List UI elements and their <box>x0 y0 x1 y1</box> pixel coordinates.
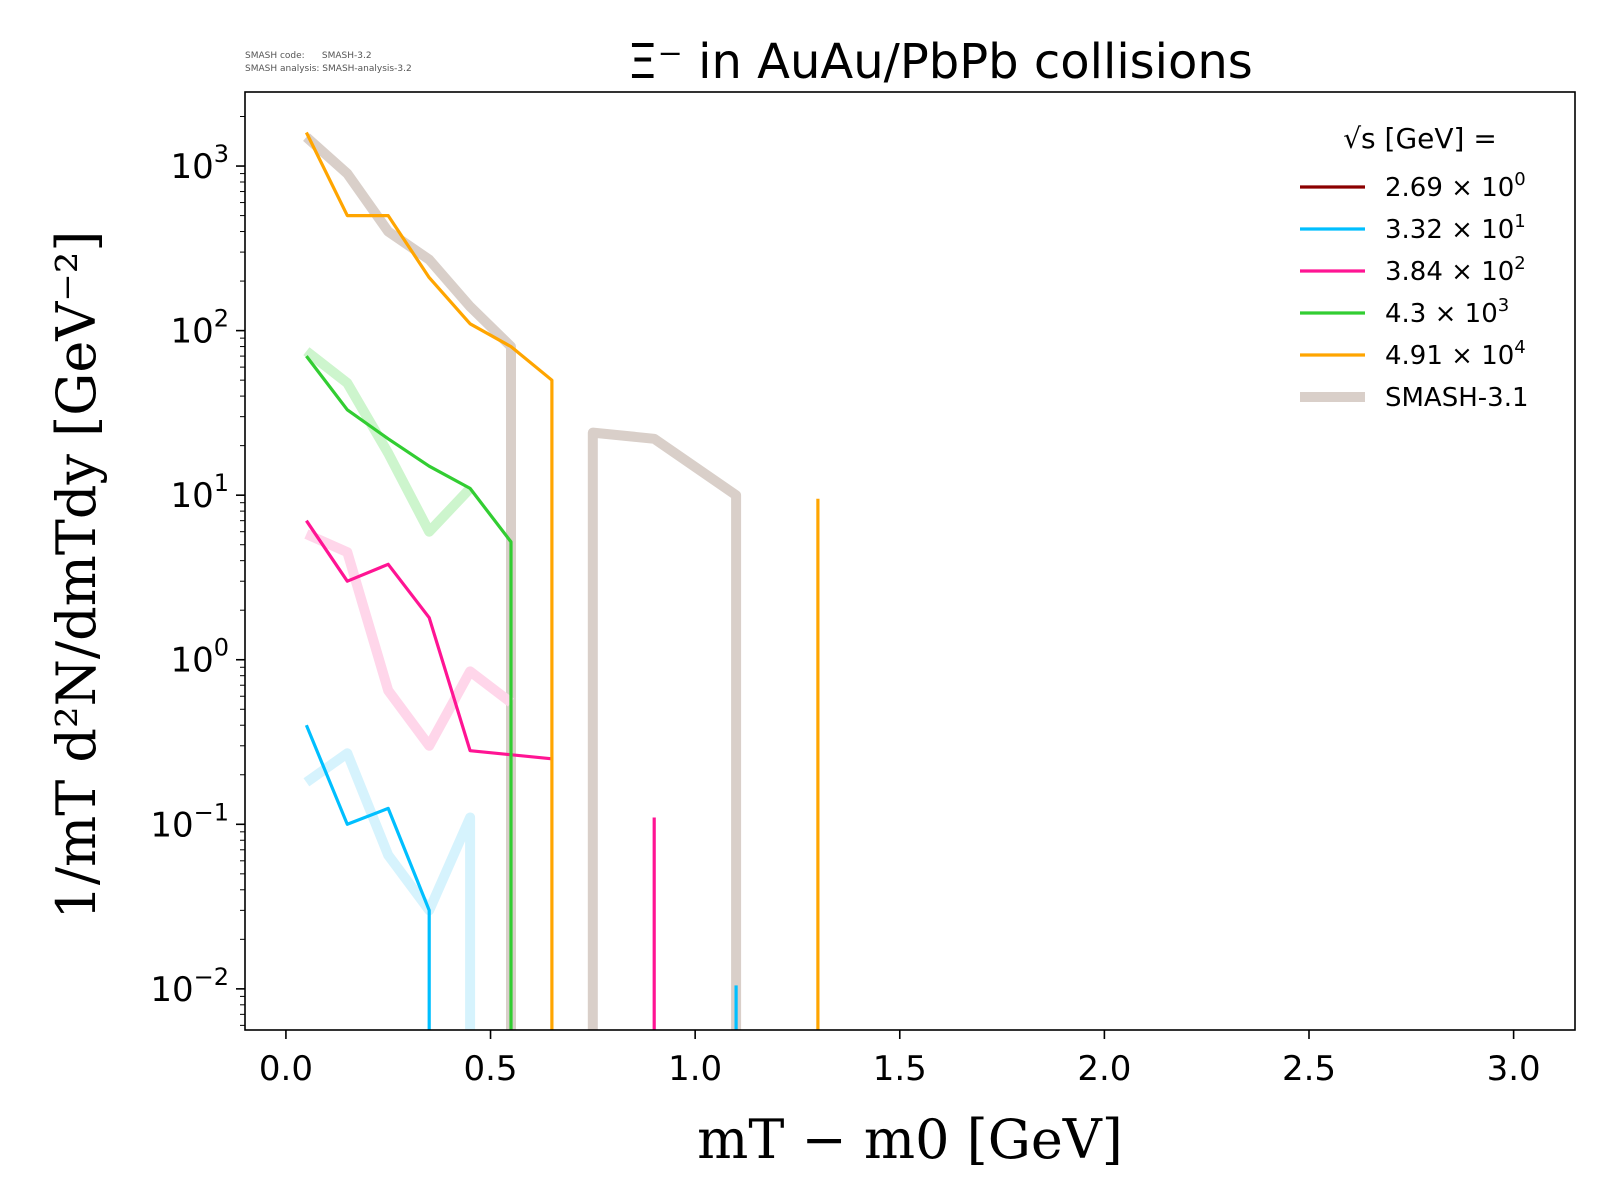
legend-entry-label: 4.91 × 104 <box>1385 337 1526 371</box>
code-label: SMASH code: SMASH-3.2 <box>245 51 372 61</box>
series-line-7 <box>303 133 516 1030</box>
x-tick-label: 1.0 <box>668 1049 722 1089</box>
y-tick-label: 102 <box>170 305 229 352</box>
x-tick-label: 0.5 <box>463 1049 517 1089</box>
legend-entry-label: 4.3 × 103 <box>1385 295 1509 329</box>
y-axis: 103 102 101 100 10−1 10−2 <box>150 116 245 1026</box>
y-tick-label: 100 <box>170 634 229 681</box>
series-line-11 <box>303 748 476 1030</box>
series-line-3 <box>305 355 513 1030</box>
series-line-4 <box>304 131 554 1030</box>
series-layer <box>303 131 820 1030</box>
y-tick-label: 10−1 <box>150 798 229 845</box>
series-line-1 <box>305 519 553 761</box>
legend: √s [GeV] = 2.69 × 100 3.32 × 101 3.84 × 102… <box>1300 122 1529 413</box>
series-line-9 <box>303 347 474 537</box>
series-line-8 <box>587 427 742 1030</box>
x-axis-label: mT − m0 [GeV] <box>697 1108 1123 1171</box>
plot-frame <box>244 91 1576 1031</box>
x-tick-label: 0.0 <box>259 1049 313 1089</box>
analysis-label: SMASH analysis: SMASH-analysis-3.2 <box>245 64 412 74</box>
x-axis: 0.0 0.5 1.0 1.5 2.0 2.5 3.0 <box>259 1030 1541 1089</box>
y-tick-label: 103 <box>170 140 229 187</box>
legend-reference-label: SMASH-3.1 <box>1385 383 1529 413</box>
series-line-0 <box>304 724 431 1030</box>
x-tick-label: 1.5 <box>873 1049 927 1089</box>
legend-title: √s [GeV] = <box>1343 122 1497 155</box>
series-line-10 <box>304 529 515 751</box>
x-tick-label: 2.0 <box>1077 1049 1131 1089</box>
y-tick-label: 101 <box>170 469 229 516</box>
x-tick-label: 3.0 <box>1487 1049 1541 1089</box>
legend-entry-label: 3.84 × 102 <box>1385 253 1526 287</box>
y-axis-label: 1/mT d²N/dmTdy [GeV⁻²] <box>45 230 108 919</box>
chart-title: Ξ⁻ in AuAu/PbPb collisions <box>627 34 1253 90</box>
y-tick-label: 10−2 <box>150 963 229 1010</box>
x-tick-label: 2.5 <box>1282 1049 1336 1089</box>
legend-entry-label: 2.69 × 100 <box>1385 169 1526 203</box>
legend-entry-label: 3.32 × 101 <box>1385 211 1526 245</box>
